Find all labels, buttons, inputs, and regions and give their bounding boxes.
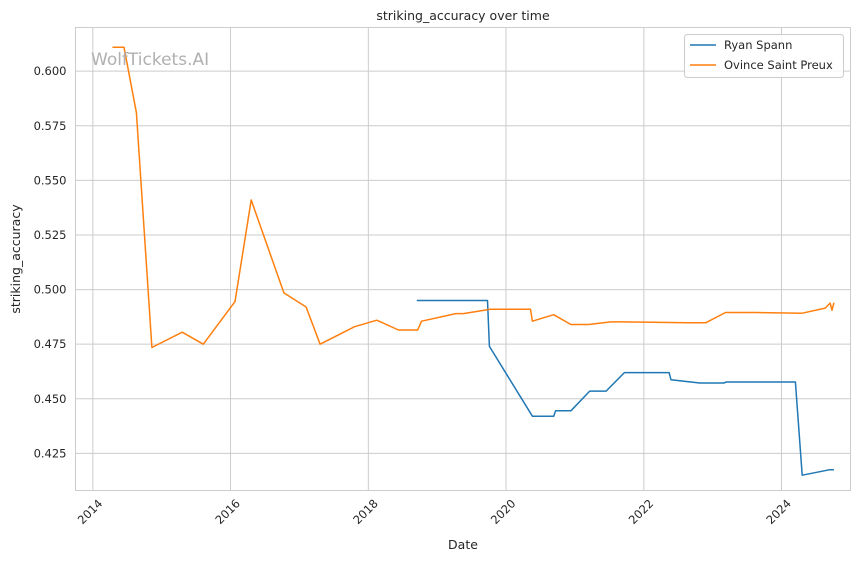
y-tick-label: 0.450 (34, 392, 67, 406)
x-tick-label: 2024 (763, 496, 794, 527)
y-tick-label: 0.550 (34, 173, 67, 187)
legend-label-ryan-spann: Ryan Spann (724, 38, 792, 52)
x-tick-label: 2016 (212, 496, 243, 527)
y-tick-label: 0.575 (34, 119, 67, 133)
series-lines (112, 46, 835, 476)
legend-box (684, 34, 844, 78)
grid (75, 27, 851, 491)
x-tick-label: 2018 (350, 496, 381, 527)
x-tick-label: 2020 (488, 496, 519, 527)
y-tick-label: 0.475 (34, 337, 67, 351)
y-tick-label: 0.525 (34, 228, 67, 242)
series-line-ovince-saint-preux (112, 46, 835, 349)
legend: Ryan Spann Ovince Saint Preux (684, 34, 844, 78)
watermark-text: WolfTickets.AI (91, 50, 209, 70)
y-axis-label: striking_accuracy (8, 204, 23, 314)
axis-ticks: 2014 2016 2018 2020 2022 2024 0.425 0.450 0.475 0… (34, 64, 794, 527)
y-tick-label: 0.425 (34, 446, 67, 460)
y-tick-label: 0.500 (34, 283, 67, 297)
plot-frame (75, 27, 851, 491)
chart-title: striking_accuracy over time (376, 8, 550, 23)
y-tick-label: 0.600 (34, 64, 67, 78)
x-tick-label: 2022 (626, 496, 657, 527)
legend-label-ovince-saint-preux: Ovince Saint Preux (724, 58, 833, 72)
series-line-ryan-spann (416, 299, 834, 476)
x-tick-label: 2014 (75, 496, 106, 527)
x-axis-label: Date (448, 537, 478, 552)
